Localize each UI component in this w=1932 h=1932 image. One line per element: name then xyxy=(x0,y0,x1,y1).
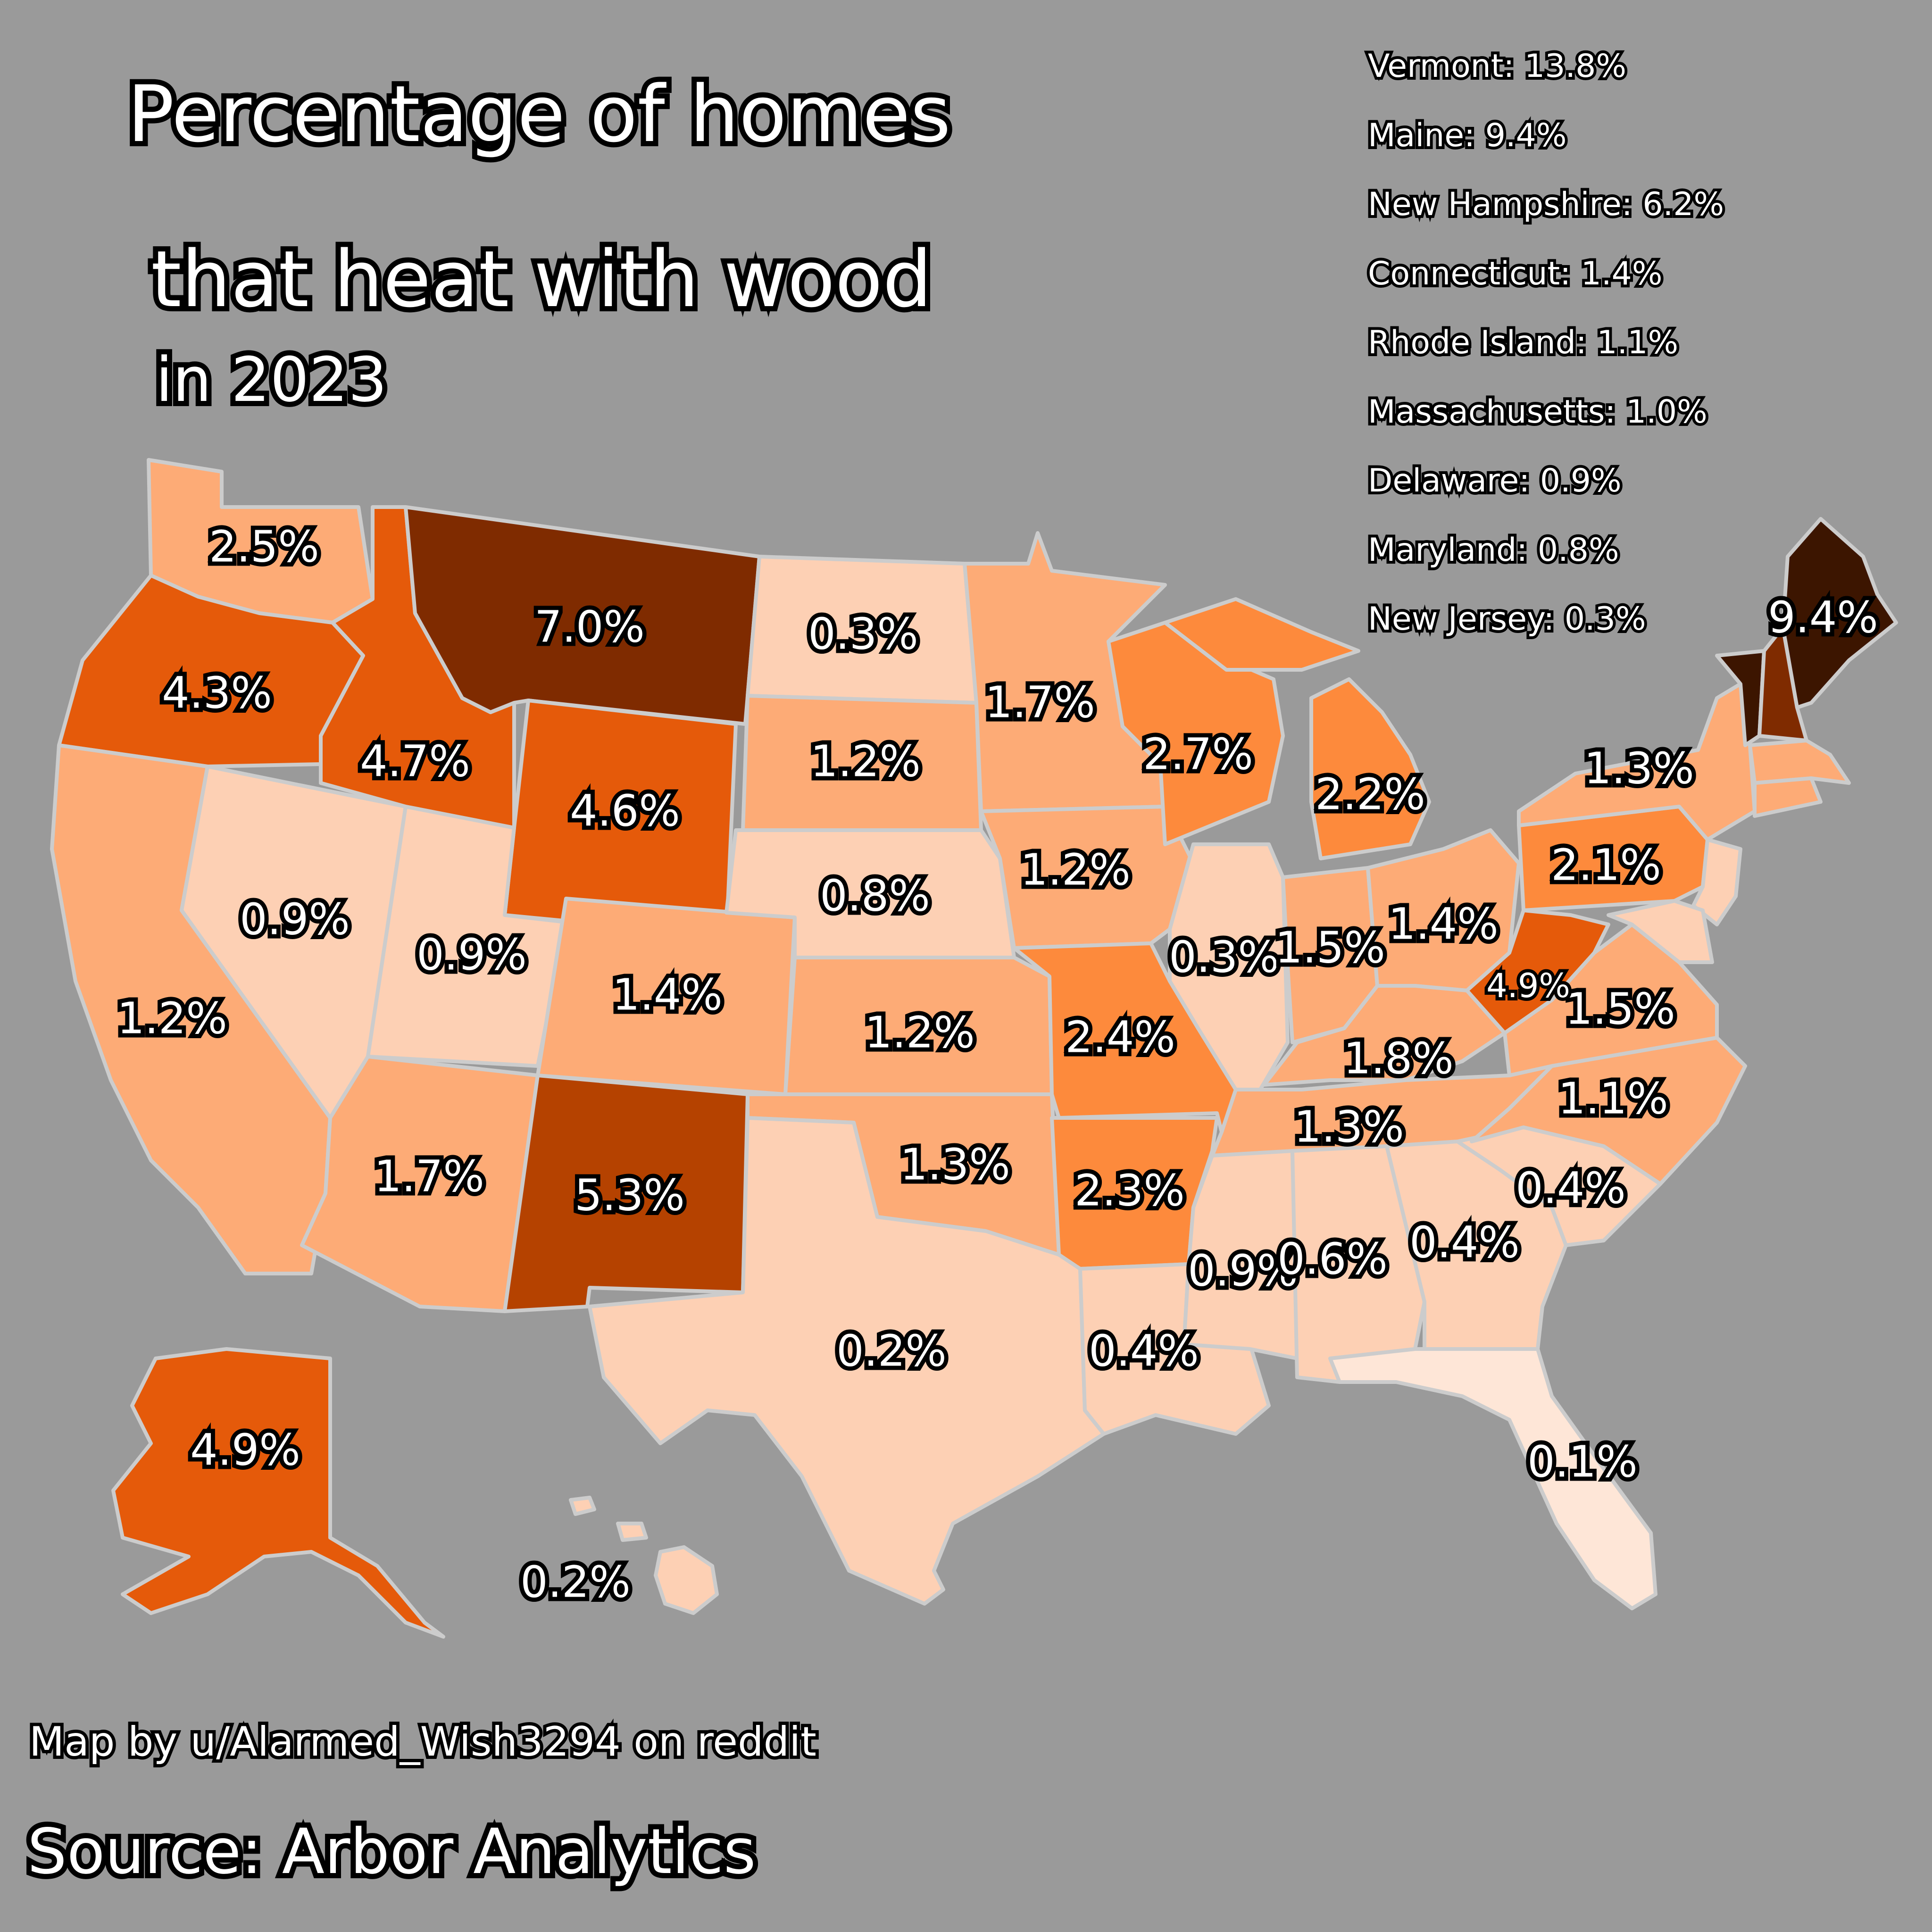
label-montana: 7.0% xyxy=(534,601,645,652)
label-illinois: 0.3% xyxy=(1169,932,1279,982)
map-title: Percentage of homes xyxy=(122,69,956,159)
label-west-virginia: 4.9% xyxy=(1486,966,1570,1005)
label-virginia: 1.5% xyxy=(1565,983,1675,1034)
data-source: Source: Arbor Analytics xyxy=(22,1815,761,1888)
label-alabama: 0.6% xyxy=(1277,1233,1388,1284)
legend-item-delaware: Delaware: 0.9% xyxy=(1365,459,1624,502)
label-utah: 0.9% xyxy=(416,929,527,980)
state-north-carolina xyxy=(1470,1036,1747,1186)
state-michigan-upper xyxy=(1163,597,1360,672)
northeast-legend: Vermont: 13.8% Maine: 9.4% New Hampshire… xyxy=(1365,32,1727,654)
label-south-carolina: 0.4% xyxy=(1516,1163,1626,1213)
legend-item-new-hampshire: New Hampshire: 6.2% xyxy=(1365,183,1727,226)
state-new-hampshire xyxy=(1757,625,1808,742)
state-florida xyxy=(1328,1347,1657,1610)
state-new-jersey xyxy=(1691,838,1742,926)
label-oregon: 4.3% xyxy=(162,667,272,718)
label-north-dakota: 0.3% xyxy=(808,608,918,659)
label-kansas: 1.2% xyxy=(865,1007,975,1058)
label-maine: 9.4% xyxy=(1768,592,1878,642)
label-texas: 0.2% xyxy=(836,1325,947,1376)
label-indiana: 1.5% xyxy=(1275,922,1385,973)
legend-item-maine: Maine: 9.4% xyxy=(1365,114,1569,157)
label-colorado: 1.4% xyxy=(612,969,723,1020)
state-vermont xyxy=(1715,649,1766,747)
label-georgia: 0.4% xyxy=(1409,1217,1520,1267)
map-credit: Map by u/Alarmed_Wish3294 on reddit xyxy=(26,1718,820,1765)
label-tennessee: 1.3% xyxy=(1294,1101,1404,1152)
state-west-virginia xyxy=(1465,908,1610,1035)
label-hawaii: 0.2% xyxy=(520,1557,631,1607)
label-kentucky: 1.8% xyxy=(1343,1033,1454,1083)
state-michigan xyxy=(1309,677,1431,860)
label-iowa: 1.2% xyxy=(1020,844,1131,895)
label-new-york: 1.3% xyxy=(1584,743,1694,793)
label-florida: 0.1% xyxy=(1527,1436,1638,1487)
legend-item-rhode-island: Rhode Island: 1.1% xyxy=(1365,321,1681,364)
state-texas xyxy=(588,1116,1106,1606)
legend-item-massachusetts: Massachusetts: 1.0% xyxy=(1365,391,1710,433)
legend-item-maryland: Maryland: 0.8% xyxy=(1365,529,1622,572)
state-connecticut-rhode-island xyxy=(1753,776,1823,818)
label-arizona: 1.7% xyxy=(374,1151,484,1201)
state-hawaii-islands xyxy=(569,1496,648,1542)
map-subtitle: in 2023 xyxy=(150,344,392,416)
legend-item-connecticut: Connecticut: 1.4% xyxy=(1365,252,1665,295)
label-minnesota: 1.7% xyxy=(985,677,1095,727)
label-pennsylvania: 2.1% xyxy=(1551,840,1661,890)
label-south-dakota: 1.2% xyxy=(810,736,921,786)
label-idaho: 4.7% xyxy=(360,736,470,786)
label-washington: 2.5% xyxy=(209,521,319,572)
label-nevada: 0.9% xyxy=(240,894,350,944)
label-michigan: 2.2% xyxy=(1315,769,1425,819)
legend-item-new-jersey: New Jersey: 0.3% xyxy=(1365,598,1649,641)
map-title-line-2: that heat with wood xyxy=(146,234,937,325)
label-wisconsin: 2.7% xyxy=(1143,729,1253,779)
state-alaska xyxy=(111,1347,445,1639)
label-mississippi: 0.9% xyxy=(1188,1245,1298,1296)
label-arkansas: 2.3% xyxy=(1074,1165,1185,1216)
label-louisiana: 0.4% xyxy=(1089,1325,1199,1376)
label-north-carolina: 1.1% xyxy=(1558,1073,1668,1124)
label-missouri: 2.4% xyxy=(1065,1012,1175,1062)
legend-item-vermont: Vermont: 13.8% xyxy=(1365,45,1629,88)
label-ohio: 1.4% xyxy=(1388,899,1499,949)
state-maine xyxy=(1781,517,1898,709)
label-nebraska: 0.8% xyxy=(820,870,930,921)
label-wyoming: 4.6% xyxy=(570,785,680,836)
label-alaska: 4.9% xyxy=(190,1424,300,1475)
label-california: 1.2% xyxy=(117,993,227,1043)
label-new-mexico: 5.3% xyxy=(575,1170,685,1220)
state-hawaii xyxy=(654,1545,719,1615)
label-oklahoma: 1.3% xyxy=(900,1139,1010,1190)
state-maryland-delaware xyxy=(1607,899,1714,964)
